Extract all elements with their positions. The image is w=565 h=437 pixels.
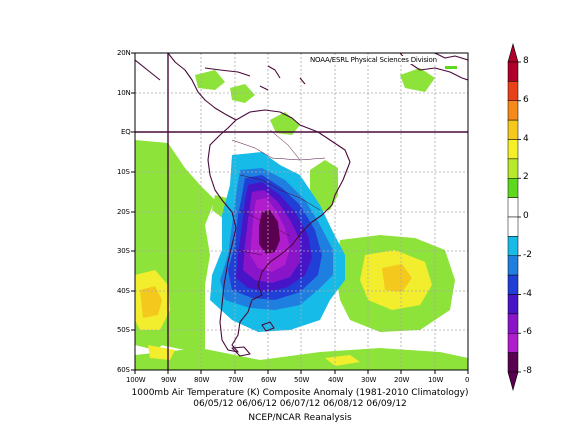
graticule [135,53,468,370]
colorbar-swatch [507,236,519,256]
colorbar-label: -4 [523,288,532,299]
lat-label: 10S [117,168,130,176]
lon-label: 20W [394,376,410,384]
caption-title: 1000mb Air Temperature (K) Composite Ano… [131,388,469,398]
credit-marker [445,66,457,69]
colorbar-label: 8 [523,56,529,66]
colorbar-swatch [507,352,519,373]
colorbar-label: -6 [523,327,532,338]
lon-label: 100W [126,376,146,384]
colorbar-swatch [507,119,519,140]
lat-label: 20N [117,49,131,57]
lat-label: 50S [117,326,130,334]
lon-label: 70W [228,376,244,384]
lat-label: 20S [117,208,130,216]
country-borders [231,129,326,256]
colorbar-label: -2 [523,249,532,260]
colorbar-swatch [507,139,519,160]
caption-dates: 06/05/12 06/06/12 06/07/12 06/08/12 06/0… [193,399,407,409]
credit-label: NOAA/ESRL Physical Sciences Division [309,56,438,64]
lon-label: 50W [294,376,310,384]
lat-label: 30S [117,247,130,255]
lon-label: 60W [261,376,277,384]
colorbar-swatch [507,216,519,237]
caption-source: NCEP/NCAR Reanalysis [248,413,352,423]
colorbar-label: 6 [523,94,529,105]
colorbar-top-arrow [507,42,519,63]
colorbar-label: 4 [523,133,529,144]
colorbar-swatch [507,255,519,276]
lat-label: 40S [117,287,130,295]
colorbar-swatch [507,61,519,82]
colorbar-swatch [507,81,519,101]
lon-label: 90W [161,376,177,384]
colorbar-swatch [507,333,519,353]
colorbar-label: -8 [523,366,532,376]
colorbar-swatch [507,274,519,295]
colorbar [507,42,521,392]
cold-anomaly-field [210,152,345,332]
lat-label: 60S [117,366,130,374]
lon-label: 80W [194,376,210,384]
colorbar-bottom-arrow [507,371,519,392]
lon-label: 40W [328,376,344,384]
lon-label: 30W [361,376,377,384]
colorbar-swatch [507,197,519,218]
lat-label: 10N [117,89,131,97]
lon-label: 0 [465,376,470,384]
colorbar-swatch [507,158,519,179]
axis-ticks [131,52,469,374]
colorbar-label: 0 [523,211,529,221]
colorbar-swatch [507,313,519,334]
lat-label: EQ [121,128,131,136]
colorbar-swatch [507,178,519,198]
coastlines [135,53,468,357]
colorbar-label: 2 [523,172,529,183]
colorbar-swatch [507,294,519,315]
colorbar-swatch [507,100,519,121]
warm-peak-field [140,264,412,318]
lon-label: 10W [428,376,444,384]
